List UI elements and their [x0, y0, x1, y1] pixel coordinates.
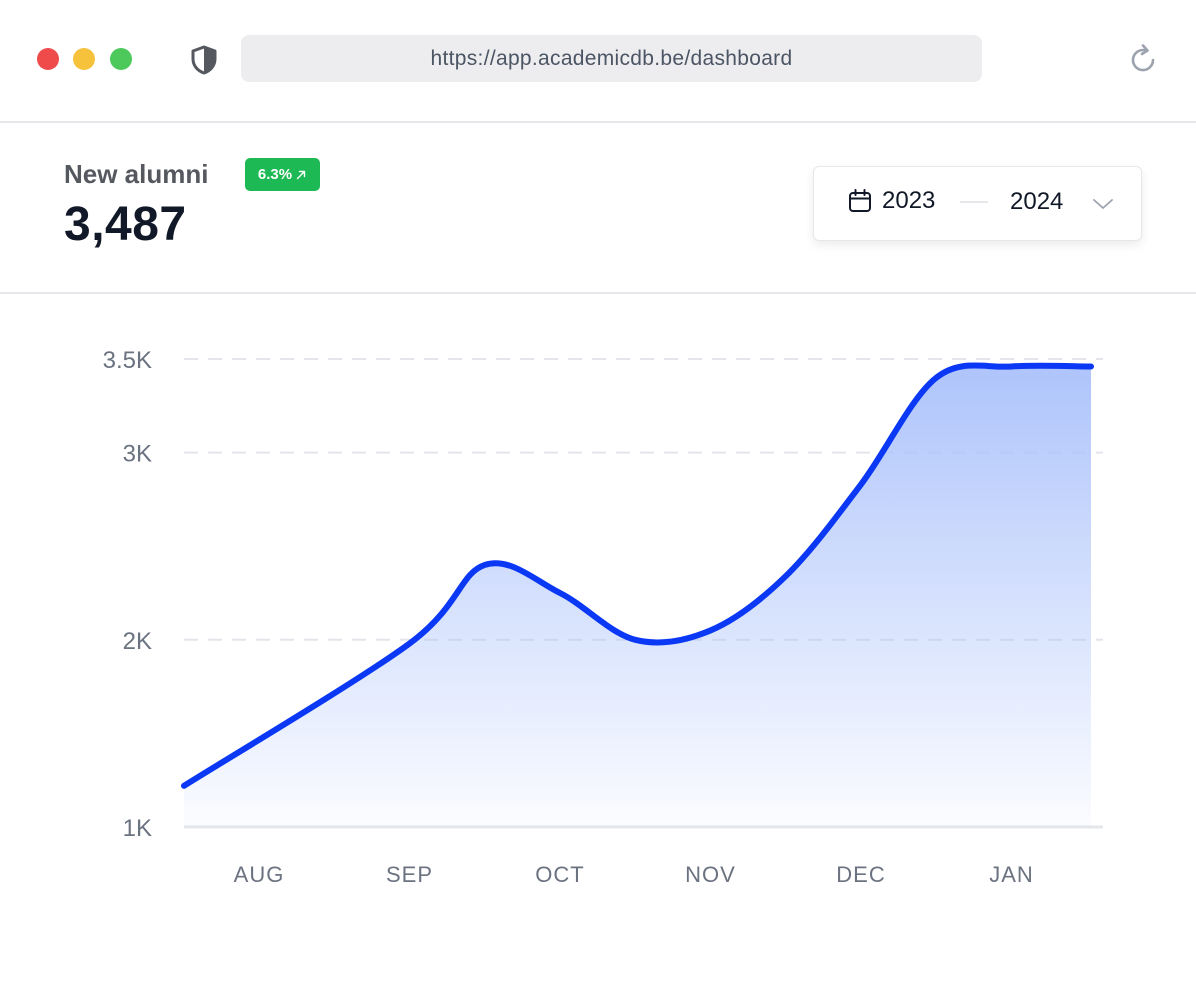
range-end[interactable]: 2024 [1010, 188, 1064, 215]
change-value: 6.3% [257, 166, 293, 183]
date-range-picker[interactable]: 2023 2024 [813, 166, 1142, 241]
chevron-down-icon[interactable] [1091, 192, 1115, 216]
browser-titlebar: https://app.academicdb.be/dashboard [0, 0, 1196, 123]
x-tick-label: AUG [234, 862, 285, 887]
change-badge: 6.3% [245, 158, 320, 191]
address-bar[interactable]: https://app.academicdb.be/dashboard [241, 35, 982, 82]
range-start[interactable]: 2023 [882, 187, 936, 214]
metric-label: New alumni [64, 159, 209, 189]
y-tick-label: 3K [123, 441, 152, 468]
url-text: https://app.academicdb.be/dashboard [430, 46, 793, 70]
calendar-icon [849, 189, 871, 212]
x-tick-layer: AUG SEP OCT NOV DEC JAN [234, 862, 1034, 887]
y-tick-layer: 1K 2K 3K 3.5K [103, 347, 152, 842]
y-tick-label: 2K [123, 628, 152, 655]
alumni-area-chart: 1K 2K 3K 3.5K AUG SEP OCT NOV DEC JAN [103, 347, 1103, 887]
shield-icon [191, 45, 217, 75]
maximize-window-button[interactable] [110, 48, 132, 70]
reload-icon[interactable] [1126, 42, 1160, 76]
x-tick-label: DEC [836, 862, 885, 887]
minimize-window-button[interactable] [73, 48, 95, 70]
series-line [181, 362, 1094, 789]
x-tick-label: OCT [535, 862, 584, 887]
y-tick-label: 3.5K [103, 347, 152, 374]
series-area [184, 365, 1091, 827]
range-separator [960, 201, 988, 203]
x-tick-label: JAN [989, 862, 1034, 887]
x-tick-label: SEP [386, 862, 433, 887]
x-tick-label: NOV [685, 862, 736, 887]
y-tick-label: 1K [123, 815, 152, 842]
metric-value: 3,487 [64, 198, 187, 251]
metric-header: New alumni 6.3% 3,487 2023 2024 [0, 123, 1196, 294]
close-window-button[interactable] [37, 48, 59, 70]
arrow-up-right-icon [296, 170, 306, 179]
